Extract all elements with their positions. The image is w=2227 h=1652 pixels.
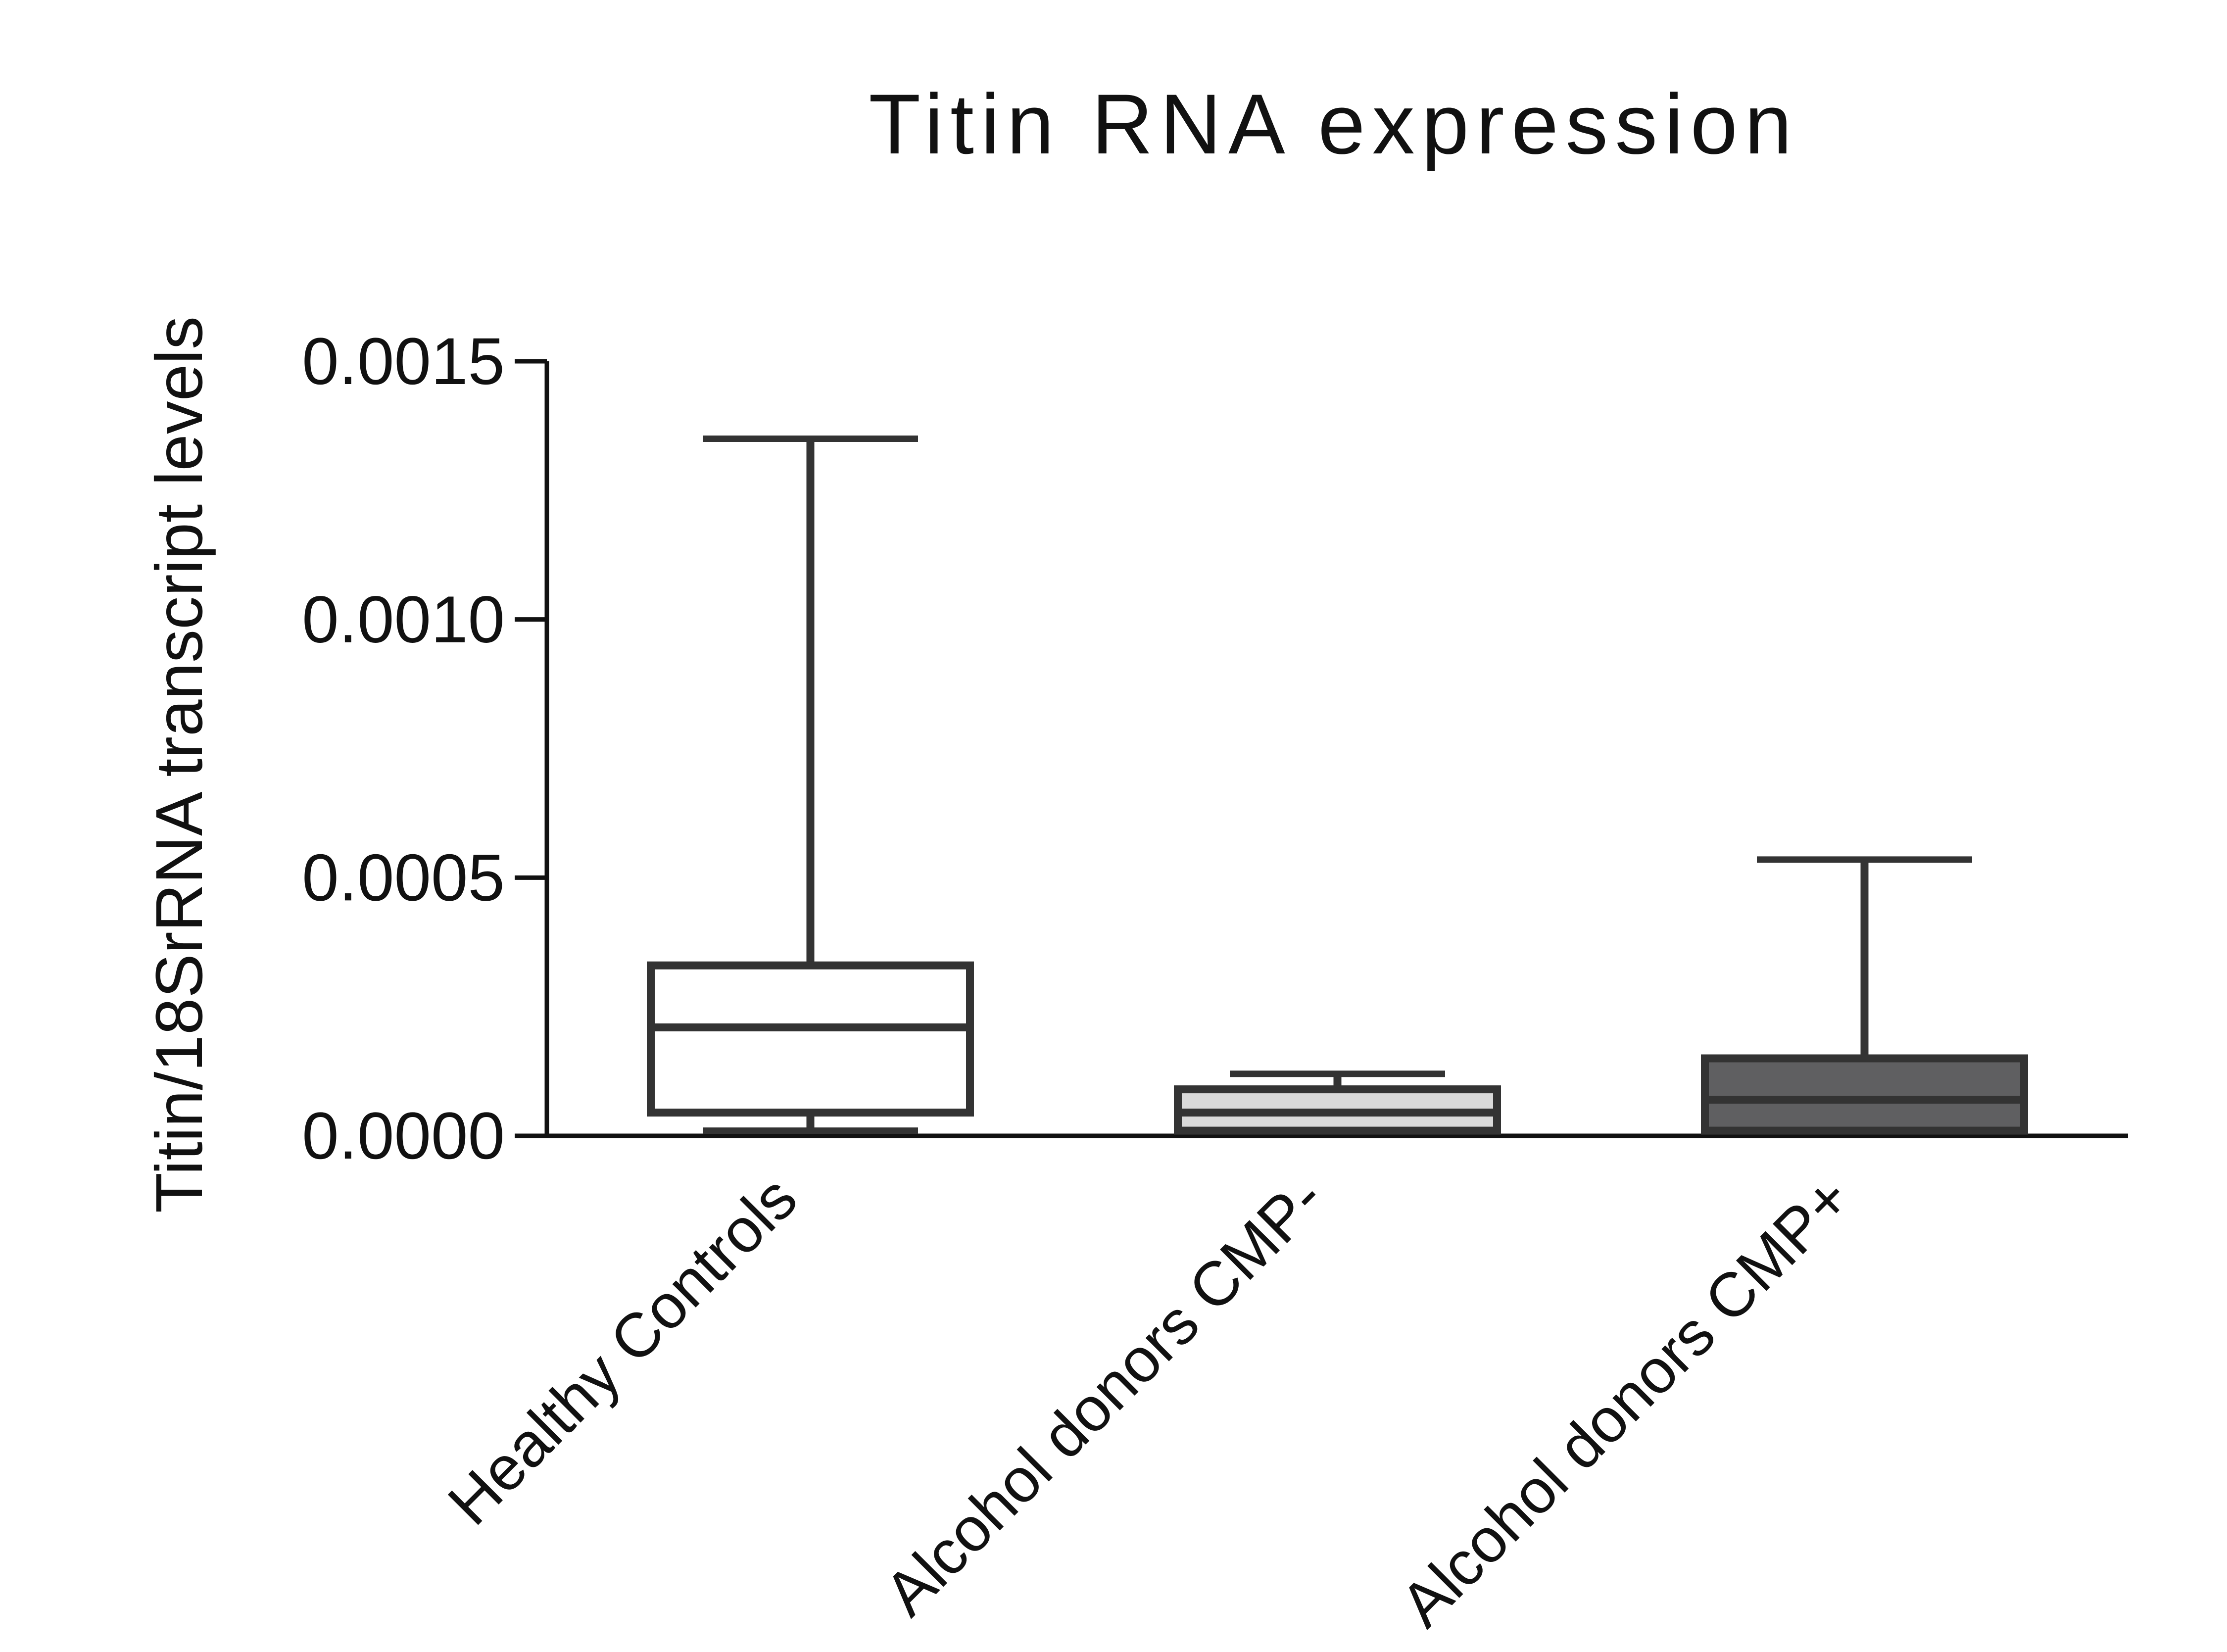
box-group: [647, 436, 974, 1134]
y-tick-label: 0.0015: [302, 325, 505, 398]
y-axis-ticks: 0.0000 0.0005 0.0010 0.0015: [302, 325, 547, 1173]
box-body: [1701, 1054, 2028, 1135]
x-axis-labels: Healthy Controls Alcohol donors CMP- Alcoh…: [435, 1163, 1864, 1640]
box-group: [1174, 1070, 1501, 1135]
axes: [544, 361, 2128, 1138]
box-body: [647, 961, 974, 1117]
x-tick-label: Alcohol donors CMP-: [871, 1163, 1337, 1629]
chart-title: Titin RNA expression: [869, 77, 1799, 172]
x-tick-label: Healthy Controls: [435, 1163, 810, 1538]
y-tick-label: 0.0005: [302, 841, 505, 915]
x-tick-label: Alcohol donors CMP+: [1387, 1163, 1864, 1640]
y-tick-label: 0.0000: [302, 1099, 505, 1173]
y-tick-label: 0.0010: [302, 583, 505, 657]
y-axis-label: Titin/18SrRNA transcript levels: [143, 316, 216, 1213]
boxes: [647, 436, 2028, 1135]
box-group: [1701, 856, 2028, 1135]
